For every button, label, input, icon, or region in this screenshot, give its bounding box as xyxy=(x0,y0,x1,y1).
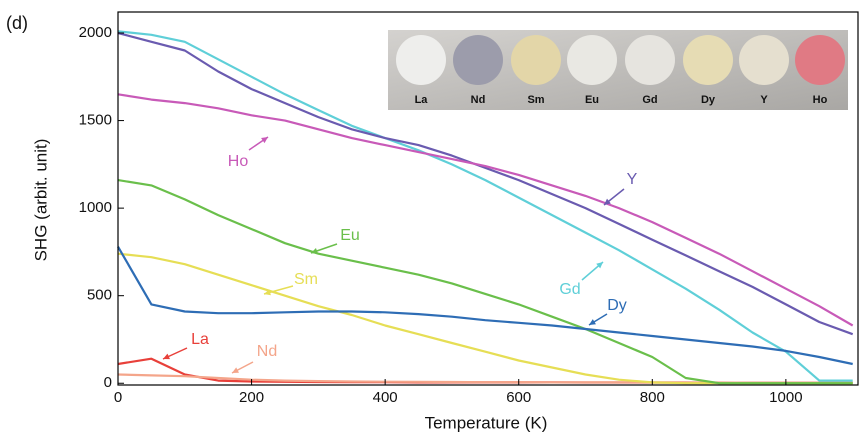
sample-disc xyxy=(567,35,617,85)
inset-label: Nd xyxy=(471,94,486,106)
sample-disc xyxy=(511,35,561,85)
x-axis-label: Temperature (K) xyxy=(425,413,548,432)
sample-disc xyxy=(453,35,503,85)
y-tick-label: 1000 xyxy=(79,199,112,216)
x-tick-label: 200 xyxy=(239,389,264,406)
inset-label: Eu xyxy=(585,94,599,106)
inset-label: Sm xyxy=(527,94,544,106)
inset-label: Gd xyxy=(642,94,657,106)
inset-label: La xyxy=(415,94,429,106)
series-line xyxy=(118,254,853,384)
sample-disc xyxy=(795,35,845,85)
arrow-head xyxy=(261,137,268,143)
inset-photo: La Nd Sm Eu Gd Dy Y Ho xyxy=(388,30,848,110)
series-label: La xyxy=(191,331,209,348)
series-label: Eu xyxy=(340,227,360,244)
series-label: Sm xyxy=(294,271,318,288)
x-tick-label: 600 xyxy=(506,389,531,406)
series-label: Ho xyxy=(228,153,249,170)
sample-disc xyxy=(625,35,675,85)
series-label: Y xyxy=(627,171,638,188)
x-tick-label: 400 xyxy=(373,389,398,406)
page: {"chart_data": {"type": "line", "panel_l… xyxy=(0,0,861,438)
y-tick-label: 500 xyxy=(87,287,112,304)
y-tick-label: 1500 xyxy=(79,112,112,129)
x-tick-label: 0 xyxy=(114,389,122,406)
series-label: Dy xyxy=(607,297,627,314)
panel-label: (d) xyxy=(6,13,28,33)
y-axis-label: SHG (arbit. unit) xyxy=(31,139,50,262)
x-tick-label: 1000 xyxy=(769,389,802,406)
y-tick-label: 0 xyxy=(104,374,112,391)
inset-label: Ho xyxy=(813,94,828,106)
inset-label: Y xyxy=(760,94,768,106)
series-label: Gd xyxy=(559,281,580,298)
y-tick-label: 2000 xyxy=(79,24,112,41)
sample-disc xyxy=(739,35,789,85)
sample-disc xyxy=(683,35,733,85)
series-line xyxy=(118,247,853,364)
series-line xyxy=(118,94,853,325)
inset-label: Dy xyxy=(701,94,716,106)
series-label: Nd xyxy=(257,343,277,360)
sample-disc xyxy=(396,35,446,85)
chart: (d) Temperature (K) SHG (arbit. unit) La… xyxy=(0,0,861,438)
x-tick-label: 800 xyxy=(640,389,665,406)
